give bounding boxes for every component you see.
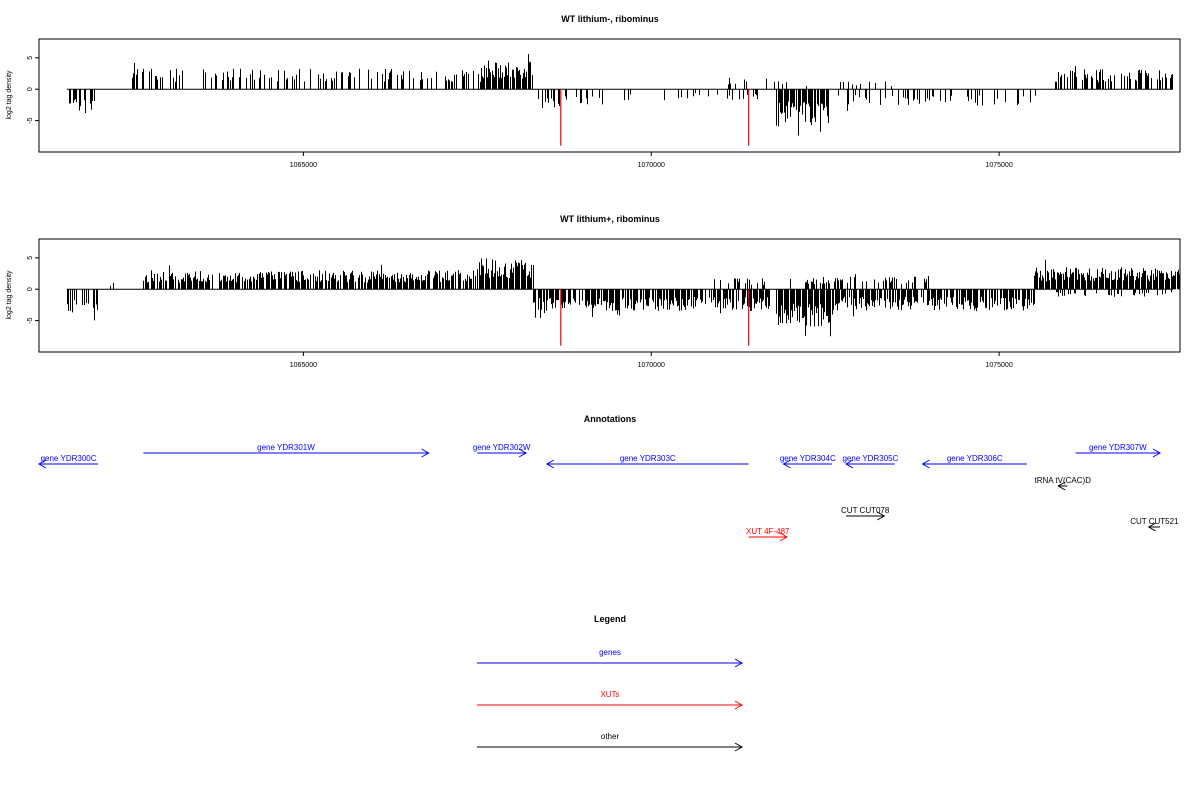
annotation-arrowhead xyxy=(421,448,430,458)
legend-arrowhead xyxy=(734,658,744,668)
y-axis-label: log2 tag density xyxy=(6,270,13,320)
annotation-feature: XUT 4F-487 xyxy=(746,527,790,542)
annotation-feature: CUT CUT078 xyxy=(841,506,890,521)
annotation-arrowhead xyxy=(518,448,528,458)
x-axis: 1065000 1070000 1075000 xyxy=(290,352,1013,369)
y-tick-label: -5 xyxy=(27,117,34,123)
annotation-arrowhead xyxy=(1147,522,1156,532)
legend-label: genes xyxy=(599,648,621,657)
annotation-arrowhead xyxy=(877,511,886,521)
legend-title: Legend xyxy=(594,614,626,624)
y-tick-label: 5 xyxy=(27,256,34,260)
annotation-label: gene YDR300C xyxy=(41,454,97,463)
x-tick-label: 1075000 xyxy=(985,362,1012,369)
legend-entry: XUTs xyxy=(477,690,744,710)
plot-frame xyxy=(38,238,1181,353)
annotation-feature: CUT CUT521 xyxy=(1130,517,1179,532)
x-tick-label: 1070000 xyxy=(638,362,665,369)
annotation-feature: gene YDR301W xyxy=(143,443,430,458)
legend-arrowhead xyxy=(734,742,744,752)
y-axis-label: log2 tag density xyxy=(6,70,13,120)
x-axis: 1065000 1070000 1075000 xyxy=(290,152,1013,169)
track-panel-lithium-plus: WT lithium+, ribominus log2 tag density … xyxy=(6,214,1181,369)
annotation-label: gene YDR307W xyxy=(1089,443,1147,452)
y-tick-label: 0 xyxy=(27,87,34,91)
y-tick-label: 0 xyxy=(27,287,34,291)
annotation-feature: gene YDR303C xyxy=(545,454,749,469)
annotation-arrowhead xyxy=(37,459,47,469)
annotation-label: gene YDR306C xyxy=(947,454,1003,463)
legend-entry: genes xyxy=(477,648,744,668)
legend-entry: other xyxy=(477,732,744,752)
density-bars xyxy=(66,258,1180,346)
x-tick-label: 1065000 xyxy=(290,362,317,369)
plot-frame xyxy=(38,38,1181,153)
annotation-feature: gene YDR305C xyxy=(842,454,899,469)
annotations-title: Annotations xyxy=(584,414,637,424)
annotation-label: CUT CUT521 xyxy=(1130,517,1179,526)
annotations-track: Annotations gene YDR300C gene YDR301W gene… xyxy=(37,414,1179,542)
x-tick-label: 1075000 xyxy=(985,162,1012,169)
annotation-feature: tRNA tV(CAC)D xyxy=(1035,476,1092,491)
track-title: WT lithium+, ribominus xyxy=(560,214,660,224)
annotation-feature: gene YDR304C xyxy=(780,454,836,469)
annotation-feature: gene YDR307W xyxy=(1075,443,1162,458)
track-title: WT lithium-, ribominus xyxy=(561,14,659,24)
annotation-arrowhead xyxy=(1152,448,1162,458)
track-panel-lithium-minus: WT lithium-, ribominus log2 tag density … xyxy=(6,14,1181,169)
y-tick-label: 5 xyxy=(27,56,34,60)
y-axis: -5 0 5 xyxy=(27,56,39,124)
annotation-feature: gene YDR302W xyxy=(473,443,531,458)
annotation-label: tRNA tV(CAC)D xyxy=(1035,476,1092,485)
legend-label: XUTs xyxy=(600,690,619,699)
annotation-arrowhead xyxy=(545,459,555,469)
annotation-arrowhead xyxy=(845,459,854,469)
annotation-arrowhead xyxy=(1057,481,1066,491)
y-tick-label: -5 xyxy=(27,317,34,323)
annotation-label: XUT 4F-487 xyxy=(746,527,790,536)
annotation-feature: gene YDR306C xyxy=(921,454,1027,469)
annotation-label: gene YDR303C xyxy=(620,454,676,463)
annotation-feature: gene YDR300C xyxy=(37,454,99,469)
y-axis: -5 0 5 xyxy=(27,256,39,324)
annotation-label: CUT CUT078 xyxy=(841,506,890,515)
annotation-arrowhead xyxy=(782,459,791,469)
legend: Legend genes XUTs other xyxy=(477,614,744,752)
annotation-label: gene YDR305C xyxy=(842,454,898,463)
annotation-label: gene YDR302W xyxy=(473,443,531,452)
density-bars xyxy=(66,54,1174,146)
x-tick-label: 1065000 xyxy=(290,162,317,169)
x-tick-label: 1070000 xyxy=(638,162,665,169)
annotation-arrowhead xyxy=(921,459,930,469)
annotation-label: gene YDR304C xyxy=(780,454,836,463)
legend-label: other xyxy=(601,732,620,741)
legend-arrowhead xyxy=(734,700,744,710)
annotation-arrowhead xyxy=(779,532,788,542)
annotation-label: gene YDR301W xyxy=(257,443,315,452)
